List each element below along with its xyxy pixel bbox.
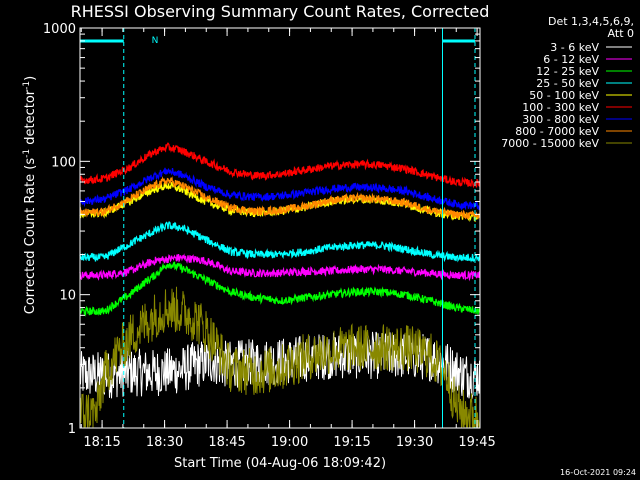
y-tick-label: 10: [59, 289, 76, 304]
legend-entry-label: 6 - 12 keV: [543, 53, 599, 66]
series-line-800-7000-kev-kev: [79, 176, 481, 220]
plot-frame: [79, 27, 481, 429]
y-axis-label: Corrected Count Rate (s-1 detector-1): [22, 76, 38, 314]
y-tick-label: 100: [51, 155, 76, 170]
y-axis-label-main: Corrected Count Rate (s: [23, 158, 38, 315]
series-line-25-50-kev-kev: [79, 221, 481, 263]
series-line-12-25-kev-kev: [79, 261, 481, 317]
series-layer: [79, 142, 481, 428]
series-line-300-800-kev-kev: [79, 167, 480, 211]
series-line-6-12-kev-kev: [79, 253, 481, 282]
x-tick-label: 19:00: [271, 435, 308, 450]
y-axis-label-end: ): [23, 76, 38, 81]
x-tick-label: 18:30: [146, 435, 183, 450]
y-axis-label-sup2: -1: [22, 81, 32, 90]
series-line-100-300-kev-kev: [79, 142, 481, 189]
legend-header-line2: Att 0: [608, 27, 634, 40]
chart-title: RHESSI Observing Summary Count Rates, Co…: [71, 2, 490, 21]
legend-entry-label: 100 - 300 keV: [522, 101, 599, 114]
x-tick-label: 19:45: [458, 435, 495, 450]
axis-ticks: 18:15 18:30 18:45 19:00 19:15 19:30 19:45 1 10 10…: [43, 22, 496, 450]
x-tick-label: 18:45: [208, 435, 245, 450]
x-tick-label: 18:15: [83, 435, 120, 450]
y-tick-label: 1: [68, 422, 76, 437]
series-line-50-100-kev-kev: [79, 181, 481, 223]
legend-entry-label: 300 - 800 keV: [522, 113, 599, 126]
x-tick-label: 19:30: [396, 435, 433, 450]
legend-entry-label: 12 - 25 keV: [536, 65, 599, 78]
legend-entry-label: 7000 - 15000 keV: [501, 137, 599, 150]
legend-header-line1: Det 1,3,4,5,6,9,: [548, 15, 634, 28]
y-axis-label-mid: detector: [23, 89, 38, 149]
x-tick-label: 19:15: [333, 435, 370, 450]
legend-entry-label: 25 - 50 keV: [536, 77, 599, 90]
y-axis-label-sup1: -1: [22, 149, 32, 158]
legend-entry-label: 3 - 6 keV: [550, 41, 599, 54]
x-axis-label: Start Time (04-Aug-06 18:09:42): [174, 456, 386, 471]
legend-entry-label: 800 - 7000 keV: [515, 125, 599, 138]
timestamp: 16-Oct-2021 09:24: [560, 468, 636, 477]
y-tick-label: 1000: [43, 22, 76, 37]
night-marker-label: N: [152, 36, 159, 46]
series-line-7000-15000-kev-kev: [79, 286, 480, 428]
legend-entry-label: 50 - 100 keV: [529, 89, 599, 102]
svg-text:Corrected Count Rate (s-1 dete: Corrected Count Rate (s-1 detector-1): [22, 76, 38, 314]
